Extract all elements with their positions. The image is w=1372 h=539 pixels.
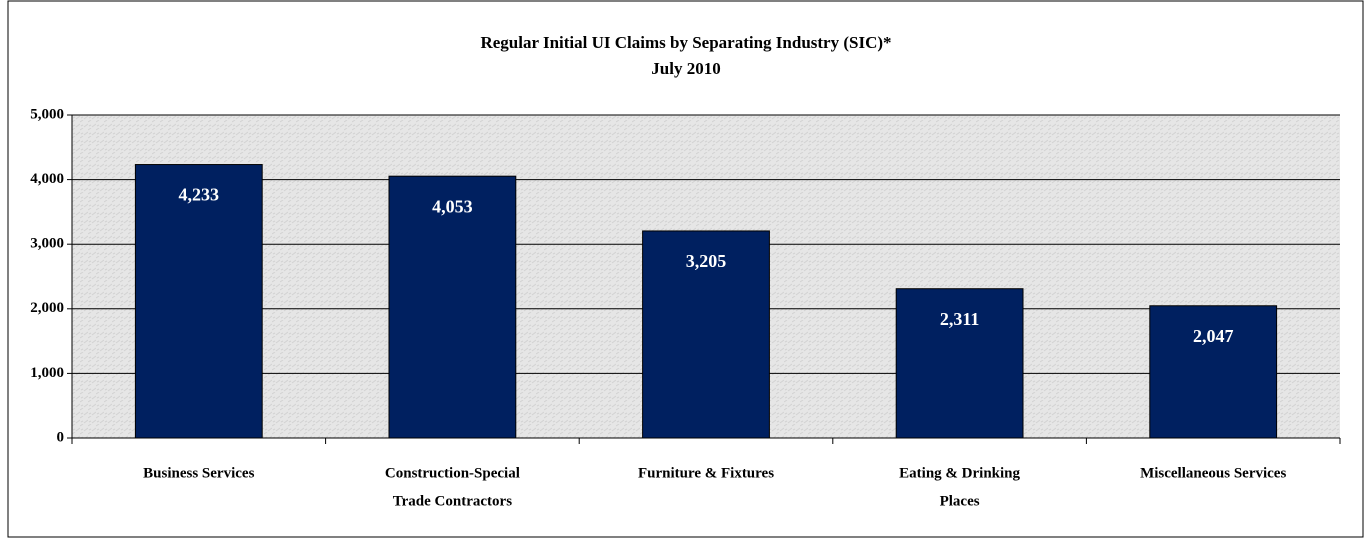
bar [1149,305,1278,439]
x-tick-label: Business Services [143,465,254,481]
y-tick-label: 4,000 [30,171,64,187]
y-tick-label: 3,000 [30,236,64,252]
chart-title: Regular Initial UI Claims by Separating … [480,33,891,52]
bar [388,175,517,439]
bar [134,164,263,439]
data-label: 2,047 [1193,326,1234,346]
bar [642,230,770,439]
x-tick-label: Miscellaneous Services [1140,465,1286,481]
y-tick-label: 0 [57,429,65,445]
y-tick-label: 1,000 [30,365,64,381]
x-tick-label: Places [940,493,980,509]
data-label: 4,053 [432,196,473,216]
y-tick-label: 2,000 [30,300,64,316]
data-label: 2,311 [940,309,980,329]
x-tick-label: Construction-Special [385,465,520,481]
x-tick-label: Trade Contractors [393,493,512,509]
y-tick-label: 5,000 [30,106,64,122]
x-tick-label: Furniture & Fixtures [638,465,774,481]
chart-subtitle: July 2010 [651,59,720,78]
x-tick-label: Eating & Drinking [899,465,1020,481]
data-label: 3,205 [686,251,727,271]
bar [895,288,1024,439]
data-label: 4,233 [179,185,220,205]
